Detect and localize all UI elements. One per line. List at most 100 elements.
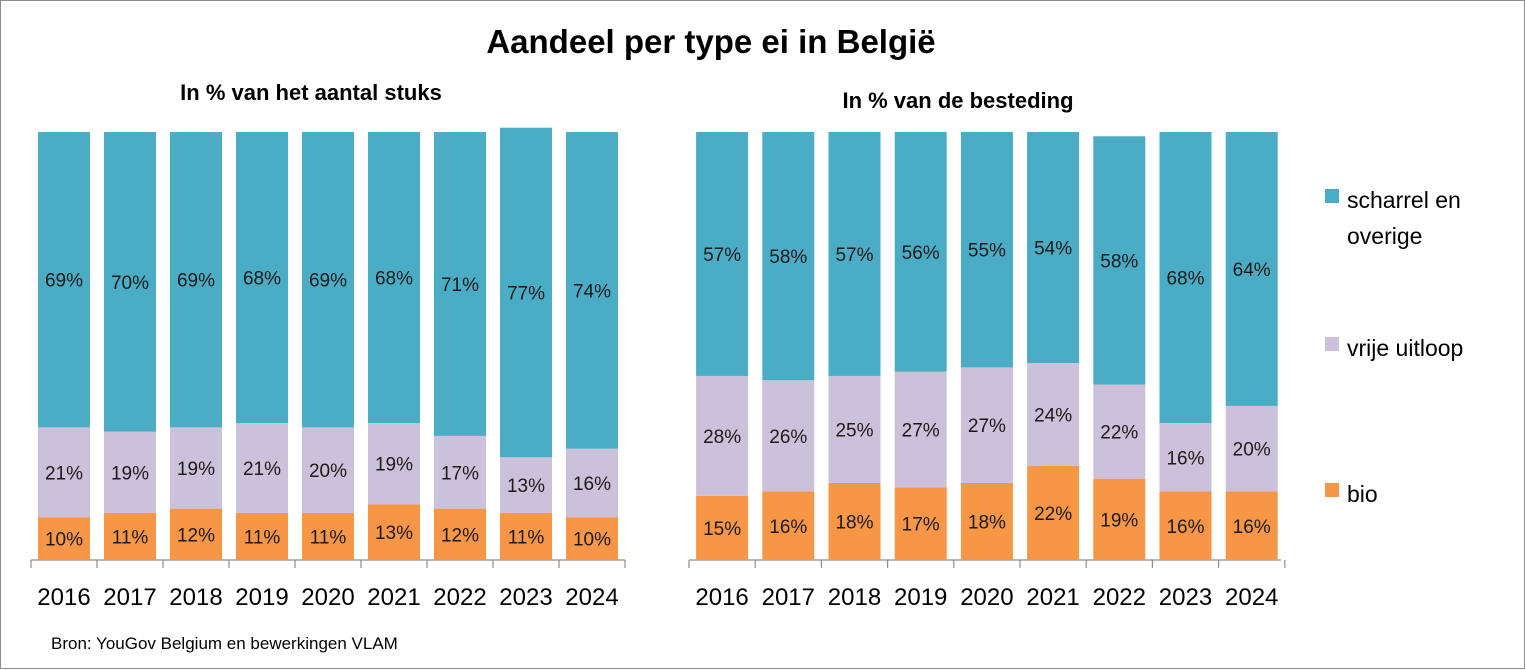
x-tick-label: 2021 <box>367 584 420 611</box>
data-label: 69% <box>177 271 215 292</box>
data-label: 68% <box>375 269 413 290</box>
bar-segment-scharrel <box>434 132 486 436</box>
bar-segment-bio <box>302 512 354 560</box>
bar-segment-scharrel <box>302 132 354 428</box>
x-tick-label: 2023 <box>499 584 552 611</box>
x-tick-label: 2021 <box>1026 584 1079 611</box>
right-chart-panel: 15% 28% 57% 2016 16% 26% 58% 2017 18% 25% 57% 2018 1… <box>688 132 1286 611</box>
bar-segment-vrije-uitloop <box>828 375 881 483</box>
bar-segment-scharrel <box>696 132 749 376</box>
x-tick-label: 2023 <box>1159 584 1212 611</box>
data-label: 16% <box>769 517 807 538</box>
data-label: 16% <box>1166 448 1204 469</box>
bar-segment-vrije-uitloop <box>170 427 222 509</box>
data-label: 16% <box>1166 517 1204 538</box>
legend-label: overige <box>1347 223 1422 249</box>
x-tick-label: 2019 <box>235 584 288 611</box>
bar-segment-vrije-uitloop <box>104 431 156 513</box>
bar-segment-bio <box>566 517 618 560</box>
x-tick-label: 2017 <box>103 584 156 611</box>
data-label: 58% <box>1100 251 1138 272</box>
bar-segment-vrije-uitloop <box>38 427 90 518</box>
data-label: 13% <box>507 476 545 497</box>
data-label: 58% <box>769 247 807 268</box>
data-label: 57% <box>703 245 741 266</box>
data-label: 16% <box>1233 517 1271 538</box>
left-chart-subtitle: In % van het aantal stuks <box>180 80 442 105</box>
data-label: 10% <box>45 530 83 551</box>
chart-title: Aandeel per type ei in België <box>486 23 935 60</box>
bar-segment-scharrel <box>566 132 618 449</box>
bar-segment-scharrel <box>104 132 156 432</box>
legend-swatch-vrije-uitloop <box>1325 337 1339 351</box>
x-tick-label: 2017 <box>762 584 815 611</box>
source-note: Bron: YouGov Belgium en bewerkingen VLAM <box>51 634 398 653</box>
bar-segment-scharrel <box>960 132 1013 368</box>
bar-segment-vrije-uitloop <box>500 457 552 513</box>
bar-segment-bio <box>38 517 90 560</box>
bar-segment-bio <box>828 482 881 560</box>
bar-segment-bio <box>500 512 552 560</box>
data-label: 24% <box>1034 405 1072 426</box>
bar-segment-vrije-uitloop <box>696 375 749 496</box>
bar-segment-scharrel <box>1093 136 1146 385</box>
data-label: 27% <box>968 416 1006 437</box>
data-label: 71% <box>441 275 479 296</box>
data-label: 10% <box>573 530 611 551</box>
bar-segment-scharrel <box>1159 132 1212 424</box>
bar-segment-vrije-uitloop <box>1093 384 1146 479</box>
bar-segment-scharrel <box>894 132 947 372</box>
bar-segment-scharrel <box>236 132 288 424</box>
bar-segment-bio <box>368 504 420 560</box>
data-label: 20% <box>309 461 347 482</box>
data-label: 74% <box>573 281 611 302</box>
left-chart-panel: 10% 21% 69% 2016 11% 19% 70% 2017 12% 19% 69% 2018 1… <box>30 127 626 611</box>
legend: scharrel en overige vrije uitloop bio <box>1325 187 1463 507</box>
bar-segment-bio <box>696 495 749 560</box>
bar-segment-vrije-uitloop <box>1027 363 1080 466</box>
data-label: 21% <box>45 463 83 484</box>
bar-segment-vrije-uitloop <box>302 427 354 513</box>
data-label: 70% <box>111 273 149 294</box>
data-label: 11% <box>508 527 545 548</box>
bar-segment-bio <box>236 512 288 560</box>
data-label: 64% <box>1233 260 1271 281</box>
data-label: 15% <box>703 519 741 540</box>
data-label: 11% <box>310 527 347 548</box>
data-label: 12% <box>177 525 215 546</box>
data-label: 57% <box>835 245 873 266</box>
data-label: 19% <box>111 463 149 484</box>
bar-segment-vrije-uitloop <box>894 371 947 488</box>
legend-swatch-scharrel <box>1325 189 1339 203</box>
bar-segment-bio <box>762 491 815 560</box>
bar-segment-vrije-uitloop <box>566 448 618 518</box>
x-tick-label: 2020 <box>960 584 1013 611</box>
data-label: 26% <box>769 427 807 448</box>
x-tick-label: 2020 <box>301 584 354 611</box>
bar-segment-vrije-uitloop <box>1225 405 1278 492</box>
data-label: 16% <box>573 474 611 495</box>
data-label: 28% <box>703 427 741 448</box>
bar-segment-bio <box>1159 491 1212 560</box>
right-chart-subtitle: In % van de besteding <box>842 88 1073 113</box>
x-tick-label: 2019 <box>894 584 947 611</box>
data-label: 56% <box>902 243 940 264</box>
x-tick-label: 2024 <box>565 584 618 611</box>
x-tick-label: 2016 <box>37 584 90 611</box>
data-label: 17% <box>441 463 479 484</box>
x-tick-label: 2022 <box>433 584 486 611</box>
data-label: 69% <box>45 271 83 292</box>
data-label: 22% <box>1100 423 1138 444</box>
legend-swatch-bio <box>1325 483 1339 497</box>
bar-segment-bio <box>894 487 947 560</box>
data-label: 54% <box>1034 239 1072 260</box>
x-tick-label: 2024 <box>1225 584 1278 611</box>
data-label: 19% <box>177 459 215 480</box>
bar-segment-scharrel <box>762 132 815 381</box>
data-label: 22% <box>1034 504 1072 525</box>
x-tick-label: 2016 <box>695 584 748 611</box>
data-label: 12% <box>441 525 479 546</box>
bar-segment-bio <box>170 508 222 560</box>
